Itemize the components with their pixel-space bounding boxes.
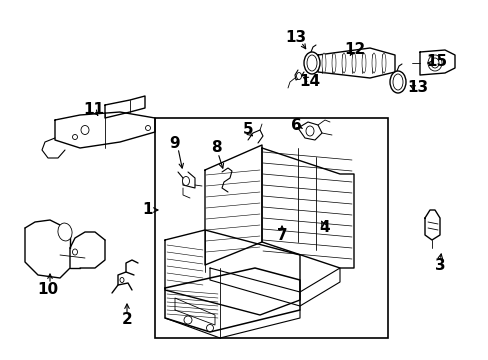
Text: 13: 13 (285, 31, 306, 45)
Ellipse shape (351, 53, 355, 73)
Ellipse shape (331, 53, 335, 73)
Text: 12: 12 (344, 42, 365, 58)
Text: 9: 9 (169, 135, 180, 150)
Text: 6: 6 (290, 117, 301, 132)
Text: 1: 1 (142, 202, 153, 217)
Ellipse shape (389, 71, 405, 93)
Ellipse shape (145, 126, 150, 130)
Text: 4: 4 (319, 220, 329, 235)
Ellipse shape (296, 72, 301, 80)
Ellipse shape (182, 176, 189, 185)
Ellipse shape (427, 55, 441, 71)
Ellipse shape (206, 324, 213, 332)
Ellipse shape (81, 126, 89, 135)
Ellipse shape (305, 126, 313, 136)
Ellipse shape (120, 278, 124, 283)
Ellipse shape (72, 135, 77, 139)
Ellipse shape (58, 223, 72, 241)
Ellipse shape (371, 53, 375, 73)
Text: 15: 15 (426, 54, 447, 69)
Text: 14: 14 (299, 75, 320, 90)
Text: 5: 5 (242, 122, 253, 138)
Ellipse shape (381, 53, 385, 73)
Bar (155, 118, 387, 338)
Ellipse shape (72, 249, 77, 255)
Ellipse shape (304, 52, 319, 74)
Ellipse shape (361, 53, 365, 73)
Text: 13: 13 (407, 81, 427, 95)
Text: 2: 2 (122, 312, 132, 328)
Text: 10: 10 (38, 283, 59, 297)
Text: 3: 3 (434, 257, 445, 273)
Text: 8: 8 (210, 140, 221, 156)
Ellipse shape (392, 74, 402, 90)
Ellipse shape (430, 58, 438, 68)
Ellipse shape (306, 55, 316, 71)
Ellipse shape (341, 53, 346, 73)
Ellipse shape (183, 316, 192, 324)
Text: 7: 7 (276, 228, 287, 243)
Text: 11: 11 (83, 103, 104, 117)
Ellipse shape (321, 53, 325, 73)
